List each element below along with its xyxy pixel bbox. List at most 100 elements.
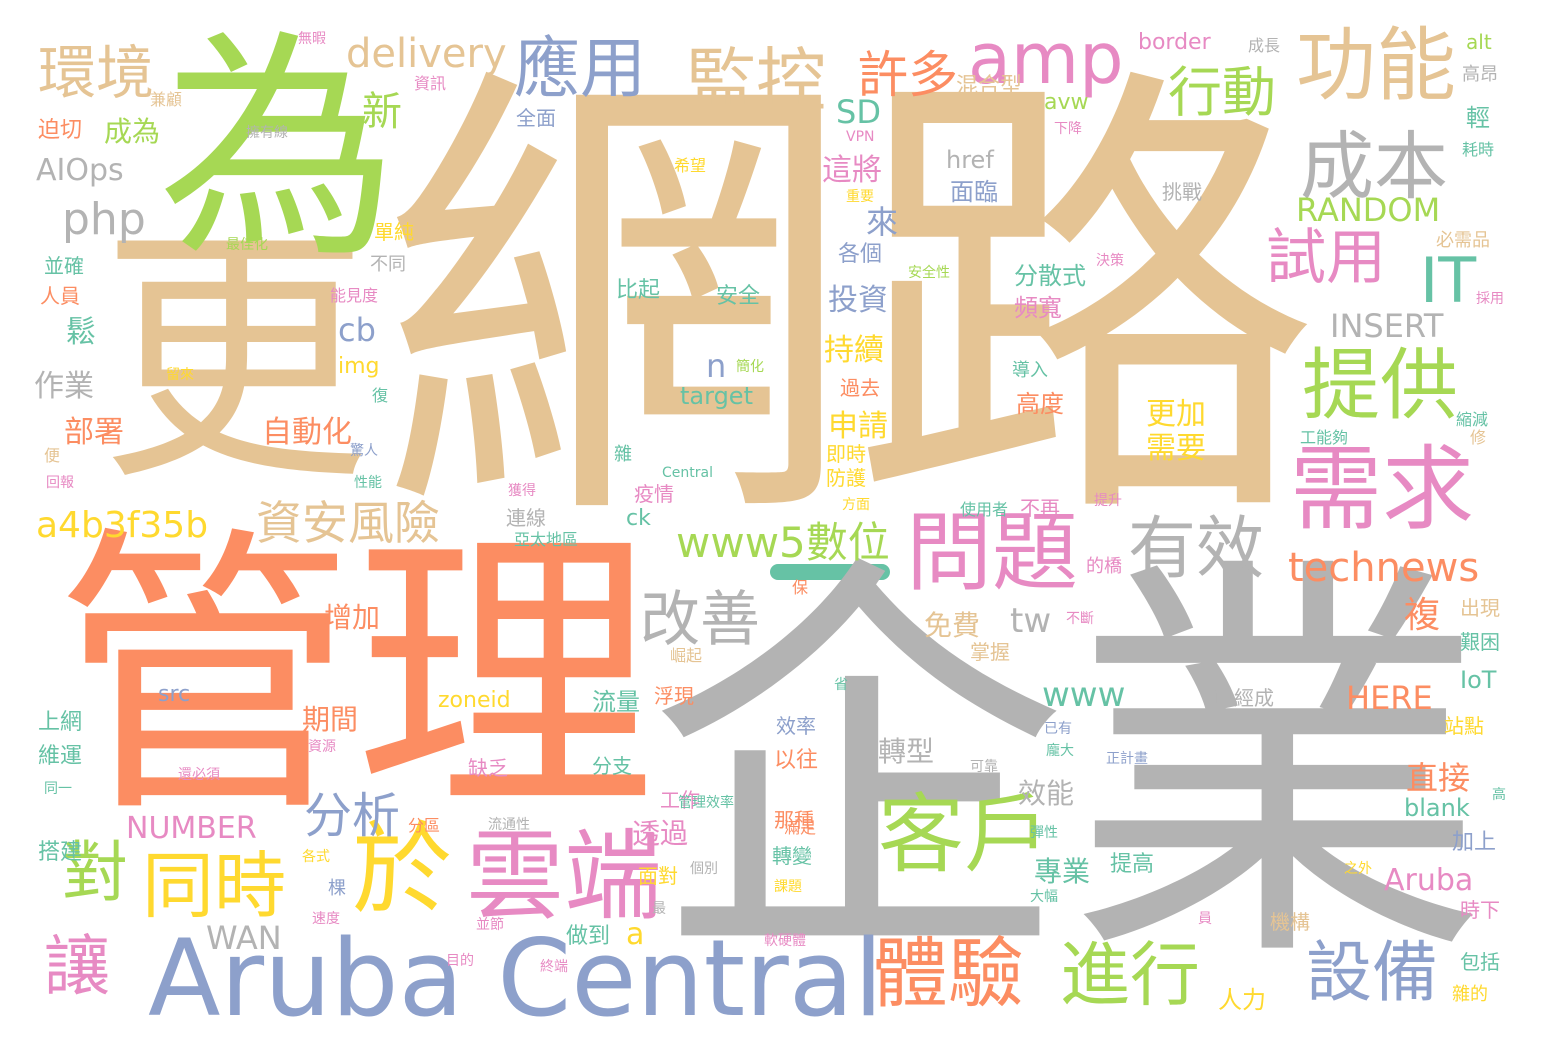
- word-tongshi: 同時: [142, 844, 287, 928]
- word-qiye: 企業: [648, 525, 1488, 1014]
- word-xiaoneng: 效能: [1018, 777, 1075, 810]
- word-small: 便: [44, 446, 61, 465]
- word-small: 省: [834, 677, 848, 693]
- word-small: 成長: [1248, 36, 1281, 55]
- word-fensanshi: 分散式: [1014, 262, 1086, 290]
- word-small: 流通性: [488, 817, 530, 833]
- word-small: 耗時: [1462, 140, 1495, 159]
- word-small: 同一: [44, 781, 72, 797]
- word-xingdong: 行動: [1168, 61, 1276, 124]
- word-small: 目的: [446, 953, 474, 969]
- word-zuodao: 做到: [566, 924, 611, 949]
- word-touguo: 透過: [632, 817, 689, 850]
- word-small: 各式: [302, 849, 330, 865]
- word-small: 並確: [44, 254, 84, 278]
- word-shiyong: 試用: [1266, 223, 1386, 293]
- word-zoneid: zoneid: [438, 688, 511, 713]
- word-avw: avw: [1044, 90, 1089, 115]
- word-small: 缺乏: [468, 756, 508, 780]
- word-zhijie: 直接: [1406, 759, 1471, 797]
- word-gaodu: 高度: [1016, 390, 1064, 418]
- word-chengben: 成本: [1300, 124, 1448, 210]
- word-small: 高: [1492, 787, 1506, 803]
- word-small: 終端: [540, 959, 568, 975]
- word-small: 加上: [1452, 830, 1497, 855]
- word-dui: 對: [62, 834, 128, 911]
- word-small: 最: [652, 901, 666, 917]
- word-small: 龐大: [1046, 743, 1074, 759]
- word-small: 能見度: [330, 286, 379, 305]
- word-blank: blank: [1404, 794, 1470, 822]
- word-small: 採用: [1476, 291, 1504, 307]
- word-small: 還必須: [178, 767, 220, 783]
- word-href: href: [946, 146, 994, 174]
- word-small: 留來: [166, 367, 194, 383]
- word-www: www: [1042, 675, 1126, 715]
- word-small: 可靠: [970, 759, 998, 775]
- word-src: src: [158, 682, 191, 707]
- word-small: 崛起: [670, 646, 703, 665]
- word-img: img: [338, 354, 380, 379]
- word-small: 亞太地區: [514, 530, 579, 549]
- word-small: 單純: [374, 220, 414, 244]
- word-gaishan: 改善: [640, 585, 760, 655]
- word-small: 速度: [312, 911, 340, 927]
- word-small: 的橋: [1086, 556, 1122, 577]
- word-tigong: 提供: [1302, 341, 1459, 431]
- word-shebei: 設備: [1306, 934, 1438, 1011]
- word-zuoye: 作業: [34, 369, 94, 404]
- word-small: 不斷: [1066, 611, 1094, 627]
- word-zhuanxing: 轉型: [878, 735, 935, 768]
- word-small: 疫情: [634, 482, 674, 506]
- word-small: 無暇: [298, 31, 326, 47]
- word-fenxi: 分析: [304, 788, 401, 844]
- word-small: 縮減: [1456, 410, 1489, 429]
- word-guanli: 管理: [55, 503, 655, 852]
- word-song: 鬆: [66, 315, 96, 350]
- word-small: 使用者: [960, 500, 1009, 519]
- word-small: 上網: [38, 710, 83, 735]
- word-www5: www5數位: [676, 518, 890, 567]
- word-small: 資訊: [414, 74, 447, 93]
- word-small: 挑戰: [1162, 180, 1202, 204]
- word-small: 以往: [774, 748, 819, 773]
- word-biqi: 比起: [616, 278, 661, 303]
- word-aruba: Aruba: [1384, 863, 1474, 898]
- word-rang: 讓: [44, 928, 110, 1005]
- word-small: 滿足: [784, 818, 817, 837]
- word-border-top: border: [1138, 30, 1211, 55]
- word-small: 希望: [674, 156, 707, 175]
- word-small: 復: [372, 386, 389, 405]
- word-small: 正計畫: [1106, 751, 1148, 767]
- word-small: 課題: [774, 879, 802, 895]
- word-xuduo: 許多: [858, 46, 958, 104]
- word-small: 不同: [370, 254, 406, 275]
- word-zidonghua: 自動化: [262, 415, 352, 450]
- word-technews: technews: [1288, 545, 1480, 591]
- word-small: 全面: [516, 106, 556, 130]
- word-gengjia: 更加: [1146, 397, 1206, 432]
- word-a: a: [626, 917, 645, 952]
- word-bushu: 部署: [64, 415, 124, 450]
- word-small: 安全性: [908, 265, 950, 281]
- word-small: VPN: [846, 129, 875, 145]
- word-xin: 新: [362, 89, 402, 135]
- word-small: 兼顧: [150, 90, 183, 109]
- word-small: 連線: [506, 506, 546, 530]
- word-liuliang: 流量: [592, 688, 640, 716]
- word-small: 回報: [46, 475, 74, 491]
- word-small: 面對: [638, 864, 678, 888]
- word-small: 人員: [40, 284, 80, 308]
- word-fu: 複: [1404, 595, 1441, 636]
- word-small: 驚人: [350, 443, 378, 459]
- word-small: 掌握: [970, 640, 1010, 664]
- dash-mark: [770, 564, 890, 580]
- word-small: 迫切: [38, 118, 83, 143]
- word-small: 效率: [776, 714, 816, 738]
- word-small: 最佳化: [226, 237, 268, 253]
- word-shenqing: 申請: [828, 409, 888, 444]
- word-zengjia: 增加: [324, 601, 381, 634]
- word-small: 下降: [1054, 121, 1082, 137]
- word-small: 軟硬體: [764, 933, 806, 949]
